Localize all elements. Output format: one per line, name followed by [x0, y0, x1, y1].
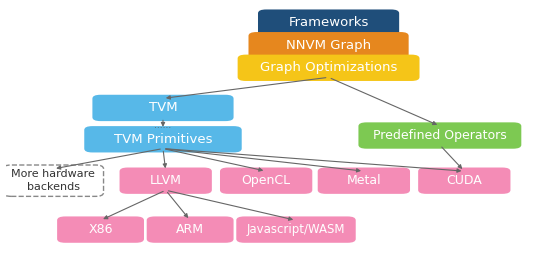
- Text: Frameworks: Frameworks: [289, 16, 369, 29]
- FancyBboxPatch shape: [237, 216, 356, 243]
- FancyBboxPatch shape: [3, 165, 104, 196]
- Text: Javascript/WASM: Javascript/WASM: [247, 223, 345, 236]
- FancyBboxPatch shape: [57, 216, 144, 243]
- FancyBboxPatch shape: [147, 216, 234, 243]
- FancyBboxPatch shape: [120, 167, 212, 194]
- FancyBboxPatch shape: [418, 167, 510, 194]
- Text: X86: X86: [88, 223, 113, 236]
- Text: ......: ......: [155, 121, 172, 130]
- Text: Predefined Operators: Predefined Operators: [373, 129, 507, 142]
- Text: ARM: ARM: [176, 223, 204, 236]
- Text: NNVM Graph: NNVM Graph: [286, 39, 371, 52]
- Text: CUDA: CUDA: [447, 174, 482, 187]
- Text: LLVM: LLVM: [150, 174, 182, 187]
- Text: Graph Optimizations: Graph Optimizations: [260, 61, 397, 74]
- Text: TVM Primitives: TVM Primitives: [114, 133, 212, 146]
- FancyBboxPatch shape: [258, 9, 399, 36]
- Text: Metal: Metal: [347, 174, 381, 187]
- FancyBboxPatch shape: [358, 122, 521, 149]
- FancyBboxPatch shape: [93, 95, 234, 121]
- Text: More hardware
backends: More hardware backends: [12, 169, 95, 192]
- FancyBboxPatch shape: [220, 167, 312, 194]
- FancyBboxPatch shape: [238, 55, 419, 81]
- FancyBboxPatch shape: [249, 32, 409, 58]
- Text: OpenCL: OpenCL: [242, 174, 291, 187]
- FancyBboxPatch shape: [318, 167, 410, 194]
- Text: TVM: TVM: [148, 101, 177, 114]
- FancyBboxPatch shape: [84, 126, 242, 153]
